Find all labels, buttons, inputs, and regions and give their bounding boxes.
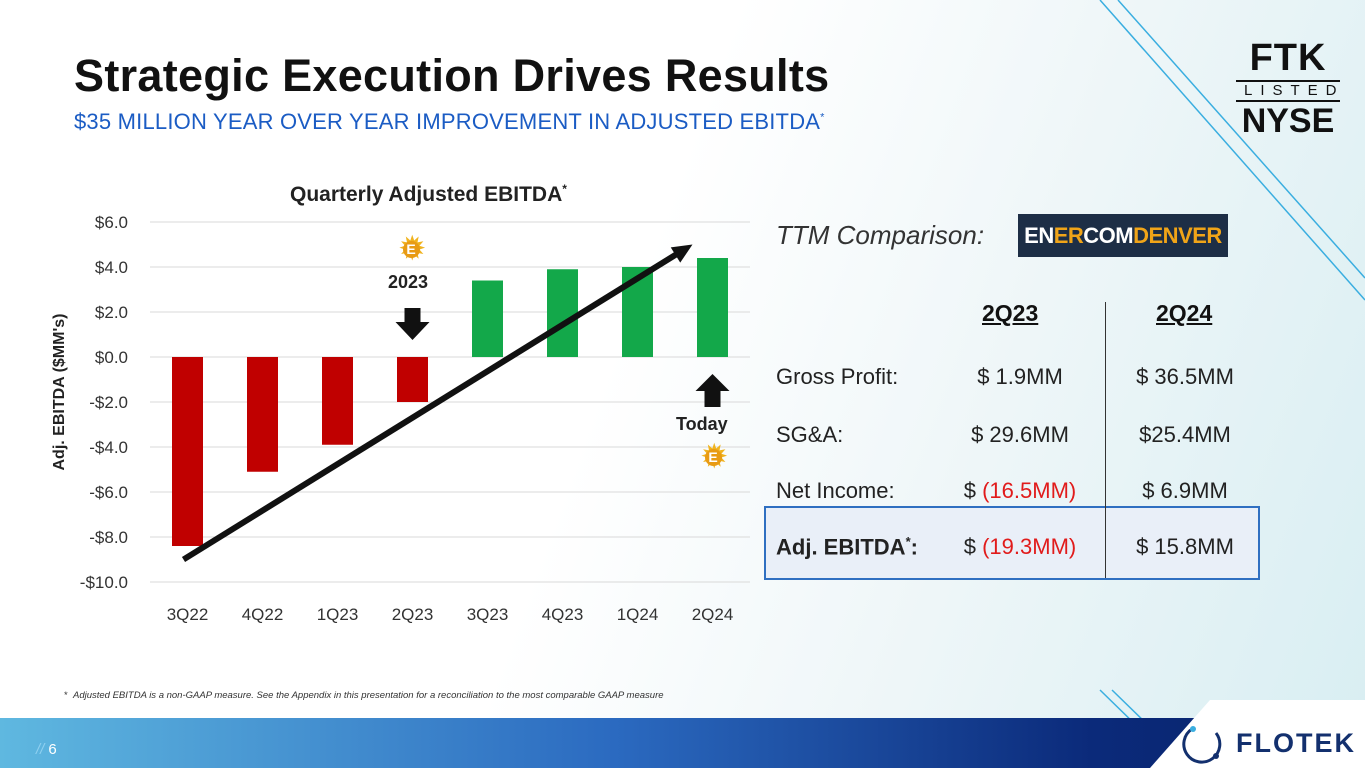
enercom-badge-icon: ✹E: [700, 440, 729, 474]
chart-title-text: Quarterly Adjusted EBITDA: [290, 183, 563, 206]
logo-ticker: FTK: [1249, 37, 1327, 79]
page-number: //6: [36, 741, 57, 758]
arrow-up-icon: [695, 374, 730, 407]
row-label-colon: :: [910, 534, 918, 560]
trend-arrowhead: [670, 244, 693, 263]
y-tick-label: $2.0: [95, 303, 128, 322]
annotation-today: Today: [676, 414, 728, 434]
row-value-2q23: $ 1.9MM: [977, 364, 1063, 389]
row-value-2q24: $25.4MM: [1139, 422, 1231, 447]
row-label: Net Income:: [776, 478, 895, 503]
page-number-value: 6: [48, 741, 57, 758]
logo-text: COM: [1083, 222, 1134, 248]
x-tick-label: 3Q23: [467, 605, 509, 624]
row-value-2q23: $ (19.3MM): [950, 534, 1090, 560]
flotek-logo: FLOTEK: [1178, 721, 1358, 765]
y-tick-label: -$8.0: [89, 528, 128, 547]
ttm-comparison-label: TTM Comparison:: [776, 220, 985, 250]
ttm-comparison-table: 2Q23 2Q24 Gross Profit: $ 1.9MM $ 36.5MM…: [764, 290, 1260, 590]
subtitle-text: $35 MILLION YEAR OVER YEAR IMPROVEMENT I…: [74, 109, 821, 134]
row-label-mark: *: [905, 534, 911, 549]
row-label: SG&A:: [776, 422, 844, 447]
y-tick-label: $6.0: [95, 213, 128, 232]
flotek-mark-icon: [1182, 726, 1222, 764]
negative-value: (16.5MM): [982, 478, 1077, 503]
bar-2q23: [397, 357, 428, 402]
x-tick-label: 4Q22: [242, 605, 284, 624]
bar-3q22: [172, 357, 203, 546]
x-tick-label: 1Q24: [617, 605, 659, 624]
x-tick-label: 3Q22: [167, 605, 209, 624]
row-value-2q23: $ 29.6MM: [971, 422, 1069, 447]
footnote-mark: *: [64, 690, 68, 701]
arrow-down-icon: [395, 308, 430, 340]
y-tick-label: -$10.0: [80, 573, 128, 592]
row-value-2q23: $ (16.5MM): [950, 478, 1090, 504]
logo-exchange: NYSE: [1241, 102, 1335, 140]
chart-title-mark: *: [562, 182, 567, 196]
footnote-text: Adjusted EBITDA is a non-GAAP measure. S…: [72, 690, 664, 701]
column-header-2q23: 2Q23: [982, 300, 1039, 326]
footnote: * Adjusted EBITDA is a non-GAAP measure.…: [64, 690, 664, 701]
ftk-nyse-logo: FTK LISTED NYSE: [1232, 38, 1344, 138]
y-tick-label: $4.0: [95, 258, 128, 277]
flotek-wordmark: FLOTEK: [1236, 727, 1356, 758]
table-row: Net Income: $ (16.5MM) $ 6.9MM: [764, 470, 1260, 510]
row-label: Gross Profit:: [776, 364, 899, 389]
table-row-adj-ebitda: Adj. EBITDA*: $ (19.3MM) $ 15.8MM: [764, 526, 1260, 566]
chart-title: Quarterly Adjusted EBITDA*: [290, 182, 567, 207]
logo-text: DENVER: [1133, 222, 1222, 248]
table-row: SG&A: $ 29.6MM $25.4MM: [764, 414, 1260, 454]
column-header-2q24: 2Q24: [1156, 300, 1213, 326]
enercom-denver-logo: EN ER COM DENVER: [1018, 214, 1228, 257]
y-tick-label: -$6.0: [89, 483, 128, 502]
y-tick-label: -$4.0: [89, 438, 128, 457]
row-value-2q24: $ 15.8MM: [1136, 534, 1234, 559]
bar-4q23: [547, 269, 578, 357]
row-value-2q24: $ 36.5MM: [1136, 364, 1234, 389]
bar-2q24: [697, 258, 728, 357]
logo-listed-band: LISTED: [1236, 80, 1340, 102]
footer-bar: [0, 718, 1365, 768]
x-tick-label: 1Q23: [317, 605, 359, 624]
trend-line: [181, 247, 685, 563]
logo-text: EN: [1024, 222, 1054, 248]
x-tick-label: 2Q23: [392, 605, 434, 624]
row-label-text: Adj. EBITDA: [776, 534, 906, 560]
column-divider: [1105, 302, 1106, 578]
bar-4q22: [247, 357, 278, 472]
page-subtitle: $35 MILLION YEAR OVER YEAR IMPROVEMENT I…: [74, 109, 825, 135]
ebitda-bar-chart: $6.0 $4.0 $2.0 $0.0 -$2.0 -$4.0 -$6.0 -$8.0 -$10…: [80, 213, 750, 624]
y-tick-label: -$2.0: [89, 393, 128, 412]
page-title: Strategic Execution Drives Results: [74, 50, 830, 101]
badge-letter: E: [402, 240, 420, 258]
bar-1q23: [322, 357, 353, 445]
adj-ebitda-highlight-box: [764, 506, 1260, 580]
annotation-2023: 2023: [388, 272, 429, 292]
row-value-2q24: $ 6.9MM: [1142, 478, 1228, 503]
bar-3q23: [472, 280, 503, 357]
page-slashes: //: [36, 741, 45, 758]
value-prefix: $: [963, 478, 983, 503]
row-label: Adj. EBITDA*:: [776, 534, 918, 560]
x-tick-label: 2Q24: [692, 605, 734, 624]
logo-listed: LISTED: [1244, 82, 1345, 99]
y-tick-label: $0.0: [95, 348, 128, 367]
x-tick-label: 4Q23: [542, 605, 584, 624]
table-row: Gross Profit: $ 1.9MM $ 36.5MM: [764, 356, 1260, 396]
value-prefix: $: [963, 534, 983, 559]
subtitle-footnote-mark: *: [820, 111, 825, 124]
negative-value: (19.3MM): [982, 534, 1077, 559]
badge-letter: E: [704, 448, 722, 466]
enercom-badge-icon: ✹E: [398, 232, 427, 266]
logo-text: ER: [1053, 222, 1084, 248]
